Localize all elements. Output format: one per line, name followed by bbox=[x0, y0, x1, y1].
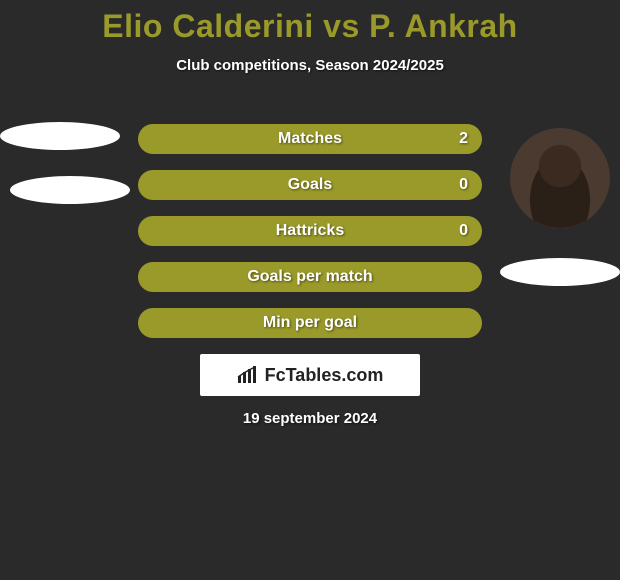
date-text: 19 september 2024 bbox=[0, 410, 620, 427]
avatar-player2 bbox=[510, 128, 610, 228]
bar-value: 0 bbox=[459, 222, 468, 240]
bar-goals: Goals 0 bbox=[138, 170, 482, 200]
decor-ellipse bbox=[500, 258, 620, 286]
title-player2: P. Ankrah bbox=[369, 8, 518, 44]
bar-label: Hattricks bbox=[276, 222, 344, 240]
title-vs: vs bbox=[323, 8, 360, 44]
bar-min-per-goal: Min per goal bbox=[138, 308, 482, 338]
bar-label: Matches bbox=[278, 130, 342, 148]
bar-value: 2 bbox=[459, 130, 468, 148]
bar-hattricks: Hattricks 0 bbox=[138, 216, 482, 246]
subtitle: Club competitions, Season 2024/2025 bbox=[0, 57, 620, 74]
comparison-bars: Matches 2 Goals 0 Hattricks 0 Goals per … bbox=[138, 124, 482, 354]
bar-chart-icon bbox=[237, 366, 259, 384]
decor-ellipse bbox=[10, 176, 130, 204]
bar-value: 0 bbox=[459, 176, 468, 194]
decor-ellipse bbox=[0, 122, 120, 150]
bar-matches: Matches 2 bbox=[138, 124, 482, 154]
bar-label: Goals per match bbox=[247, 268, 372, 286]
title-player1: Elio Calderini bbox=[102, 8, 313, 44]
page-title: Elio Calderini vs P. Ankrah bbox=[0, 0, 620, 45]
brand-text: FcTables.com bbox=[265, 365, 384, 386]
bar-goals-per-match: Goals per match bbox=[138, 262, 482, 292]
bar-label: Min per goal bbox=[263, 314, 357, 332]
bar-label: Goals bbox=[288, 176, 332, 194]
brand-badge: FcTables.com bbox=[200, 354, 420, 396]
